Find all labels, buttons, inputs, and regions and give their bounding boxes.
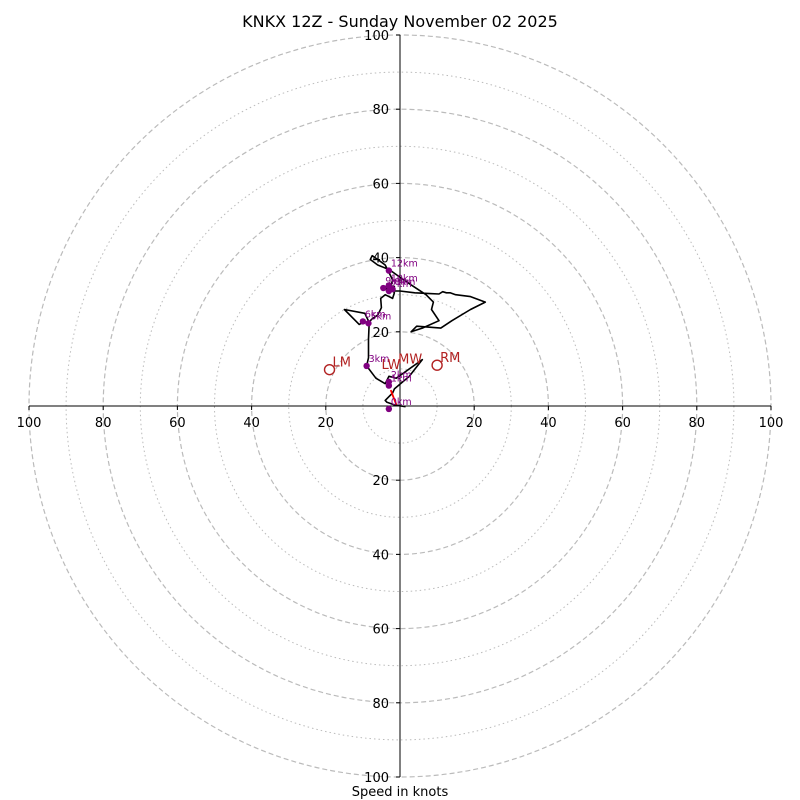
y-tick-label: 40 xyxy=(372,252,389,267)
y-tick-label: 80 xyxy=(372,103,389,118)
motion-label-mw: MW xyxy=(398,352,422,367)
height-marker-point xyxy=(385,405,393,413)
x-tick-label: 100 xyxy=(759,416,784,431)
x-tick-label: 60 xyxy=(169,416,186,431)
y-tick-label: 80 xyxy=(372,697,389,712)
height-marker-label: 12km xyxy=(391,259,418,270)
hodograph-trace xyxy=(343,254,487,408)
height-marker-point xyxy=(365,320,372,327)
shear-vector-line xyxy=(389,389,398,405)
x-tick-label: 60 xyxy=(614,416,631,431)
storm-motion-lm-point xyxy=(323,363,336,376)
x-tick-label: 20 xyxy=(466,416,483,431)
axis-tick-labels: 100 80 60 40 20 20 40 60 80 100 20 40 60 80 100 20 40 60 8… xyxy=(17,29,784,786)
storm-motion-rm-label: RM xyxy=(440,351,460,366)
height-marker-point xyxy=(363,362,370,370)
motion-label-lw: LW xyxy=(381,358,400,373)
height-marker-point xyxy=(380,284,387,292)
x-tick-label: 100 xyxy=(17,416,42,431)
height-marker-label: 3km xyxy=(369,354,390,365)
height-marker-label: 6km xyxy=(365,309,386,320)
height-marker-point xyxy=(385,287,393,295)
height-marker-label: 10km xyxy=(391,273,418,284)
y-tick-label: 100 xyxy=(364,771,389,786)
height-marker-label: 0km xyxy=(391,397,412,408)
x-tick-label: 80 xyxy=(95,416,112,431)
height-marker-point xyxy=(385,267,393,274)
y-tick-label: 20 xyxy=(372,326,389,341)
height-marker-point xyxy=(359,318,367,325)
height-marker-point xyxy=(385,382,393,389)
height-marker-label: 7km xyxy=(391,279,412,290)
x-tick-label: 20 xyxy=(318,416,335,431)
height-marker-label: 5km xyxy=(370,311,391,322)
y-tick-label: 20 xyxy=(372,474,389,489)
x-tick-label: 40 xyxy=(540,416,557,431)
x-axis-label: Speed in knots xyxy=(352,785,449,800)
height-marker-label: 8km xyxy=(395,277,416,288)
height-marker-label: 1km xyxy=(391,374,412,385)
y-tick-label: 100 xyxy=(364,29,389,44)
x-tick-label: 40 xyxy=(243,416,260,431)
y-tick-label: 60 xyxy=(372,623,389,638)
height-marker-label: 9km xyxy=(385,276,406,287)
y-tick-label: 60 xyxy=(372,177,389,192)
x-tick-label: 80 xyxy=(689,416,706,431)
storm-motion-rm-point xyxy=(431,359,443,371)
hodograph-series xyxy=(343,254,487,408)
y-tick-label: 40 xyxy=(372,548,389,563)
chart-title: KNKX 12Z - Sunday November 02 2025 xyxy=(242,12,558,31)
height-marker-label: 2km xyxy=(391,370,412,381)
storm-motion-lm-label: LM xyxy=(333,356,351,371)
